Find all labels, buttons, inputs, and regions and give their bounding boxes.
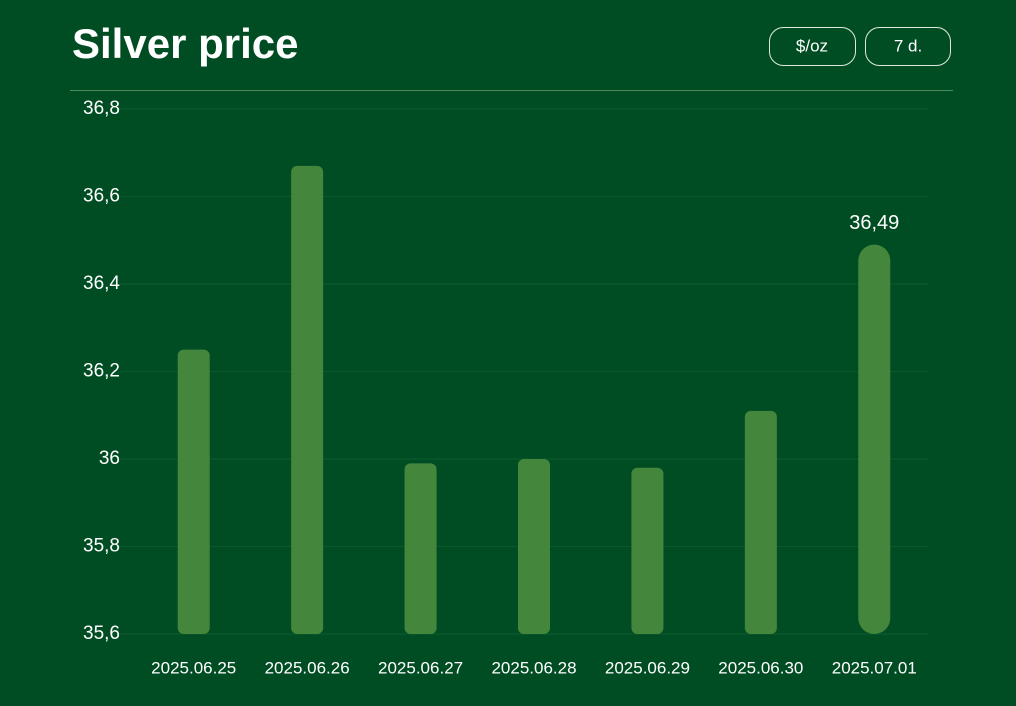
y-tick-label: 36 — [99, 448, 120, 469]
bar — [518, 459, 550, 634]
x-tick-label: 2025.06.25 — [151, 658, 236, 677]
x-tick-label: 2025.06.26 — [265, 658, 350, 677]
bar — [744, 410, 777, 634]
value-label: 36,49 — [849, 212, 899, 234]
bar — [858, 244, 891, 634]
y-tick-label: 35,6 — [83, 623, 120, 644]
bar — [291, 165, 324, 634]
period-button-frame — [865, 27, 951, 66]
x-tick-label: 2025.07.01 — [832, 658, 917, 677]
y-tick-label: 35,8 — [83, 536, 120, 557]
bar — [631, 467, 664, 634]
x-tick-label: 2025.06.29 — [605, 658, 690, 677]
y-tick-label: 36,8 — [83, 98, 120, 119]
x-tick-label: 2025.06.28 — [491, 658, 576, 677]
unit-button-label[interactable]: $/oz — [796, 36, 828, 55]
period-button[interactable]: 7 d. — [865, 27, 951, 66]
unit-button[interactable]: $/oz — [769, 27, 856, 66]
unit-button-frame — [769, 27, 856, 66]
bar — [404, 463, 437, 634]
y-tick-label: 36,6 — [83, 186, 120, 207]
chart-title: Silver price — [72, 20, 298, 67]
period-button-label[interactable]: 7 d. — [894, 36, 922, 55]
bar — [177, 349, 210, 634]
x-tick-label: 2025.06.27 — [378, 658, 463, 677]
y-tick-label: 36,2 — [83, 361, 120, 382]
x-tick-label: 2025.06.30 — [718, 658, 803, 677]
y-tick-label: 36,4 — [83, 273, 120, 294]
